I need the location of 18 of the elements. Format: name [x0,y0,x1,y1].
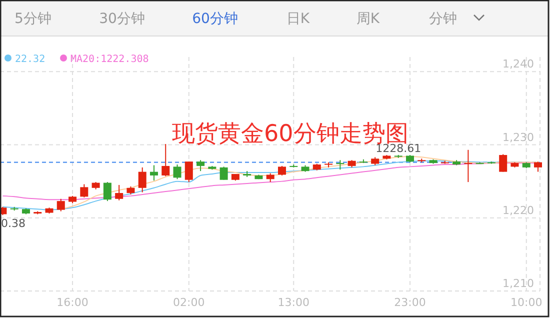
annotation: 0.38 [1,217,26,230]
text: 30分钟 [99,11,145,27]
x-tick-label: 13:00 [278,296,310,309]
text: 日K [286,11,310,27]
legend-label: MA20:1222.308 [70,54,149,65]
text: 60分钟 [192,11,238,27]
text: 周K [356,11,380,27]
y-tick-label: 1,210 [502,277,534,290]
x-tick-label: 23:00 [394,296,426,309]
y-tick-label: 1,240 [502,58,534,71]
text: 5分钟 [14,11,52,27]
legend-label: 22.32 [15,54,46,65]
x-tick-label: 16:00 [56,296,88,309]
x-tick-label: 02:00 [173,296,205,309]
y-tick-label: 1,220 [502,204,534,217]
y-tick-label: 1,230 [502,130,534,144]
text: 分钟 [429,11,457,27]
x-tick-label: 10:00 [510,296,542,309]
